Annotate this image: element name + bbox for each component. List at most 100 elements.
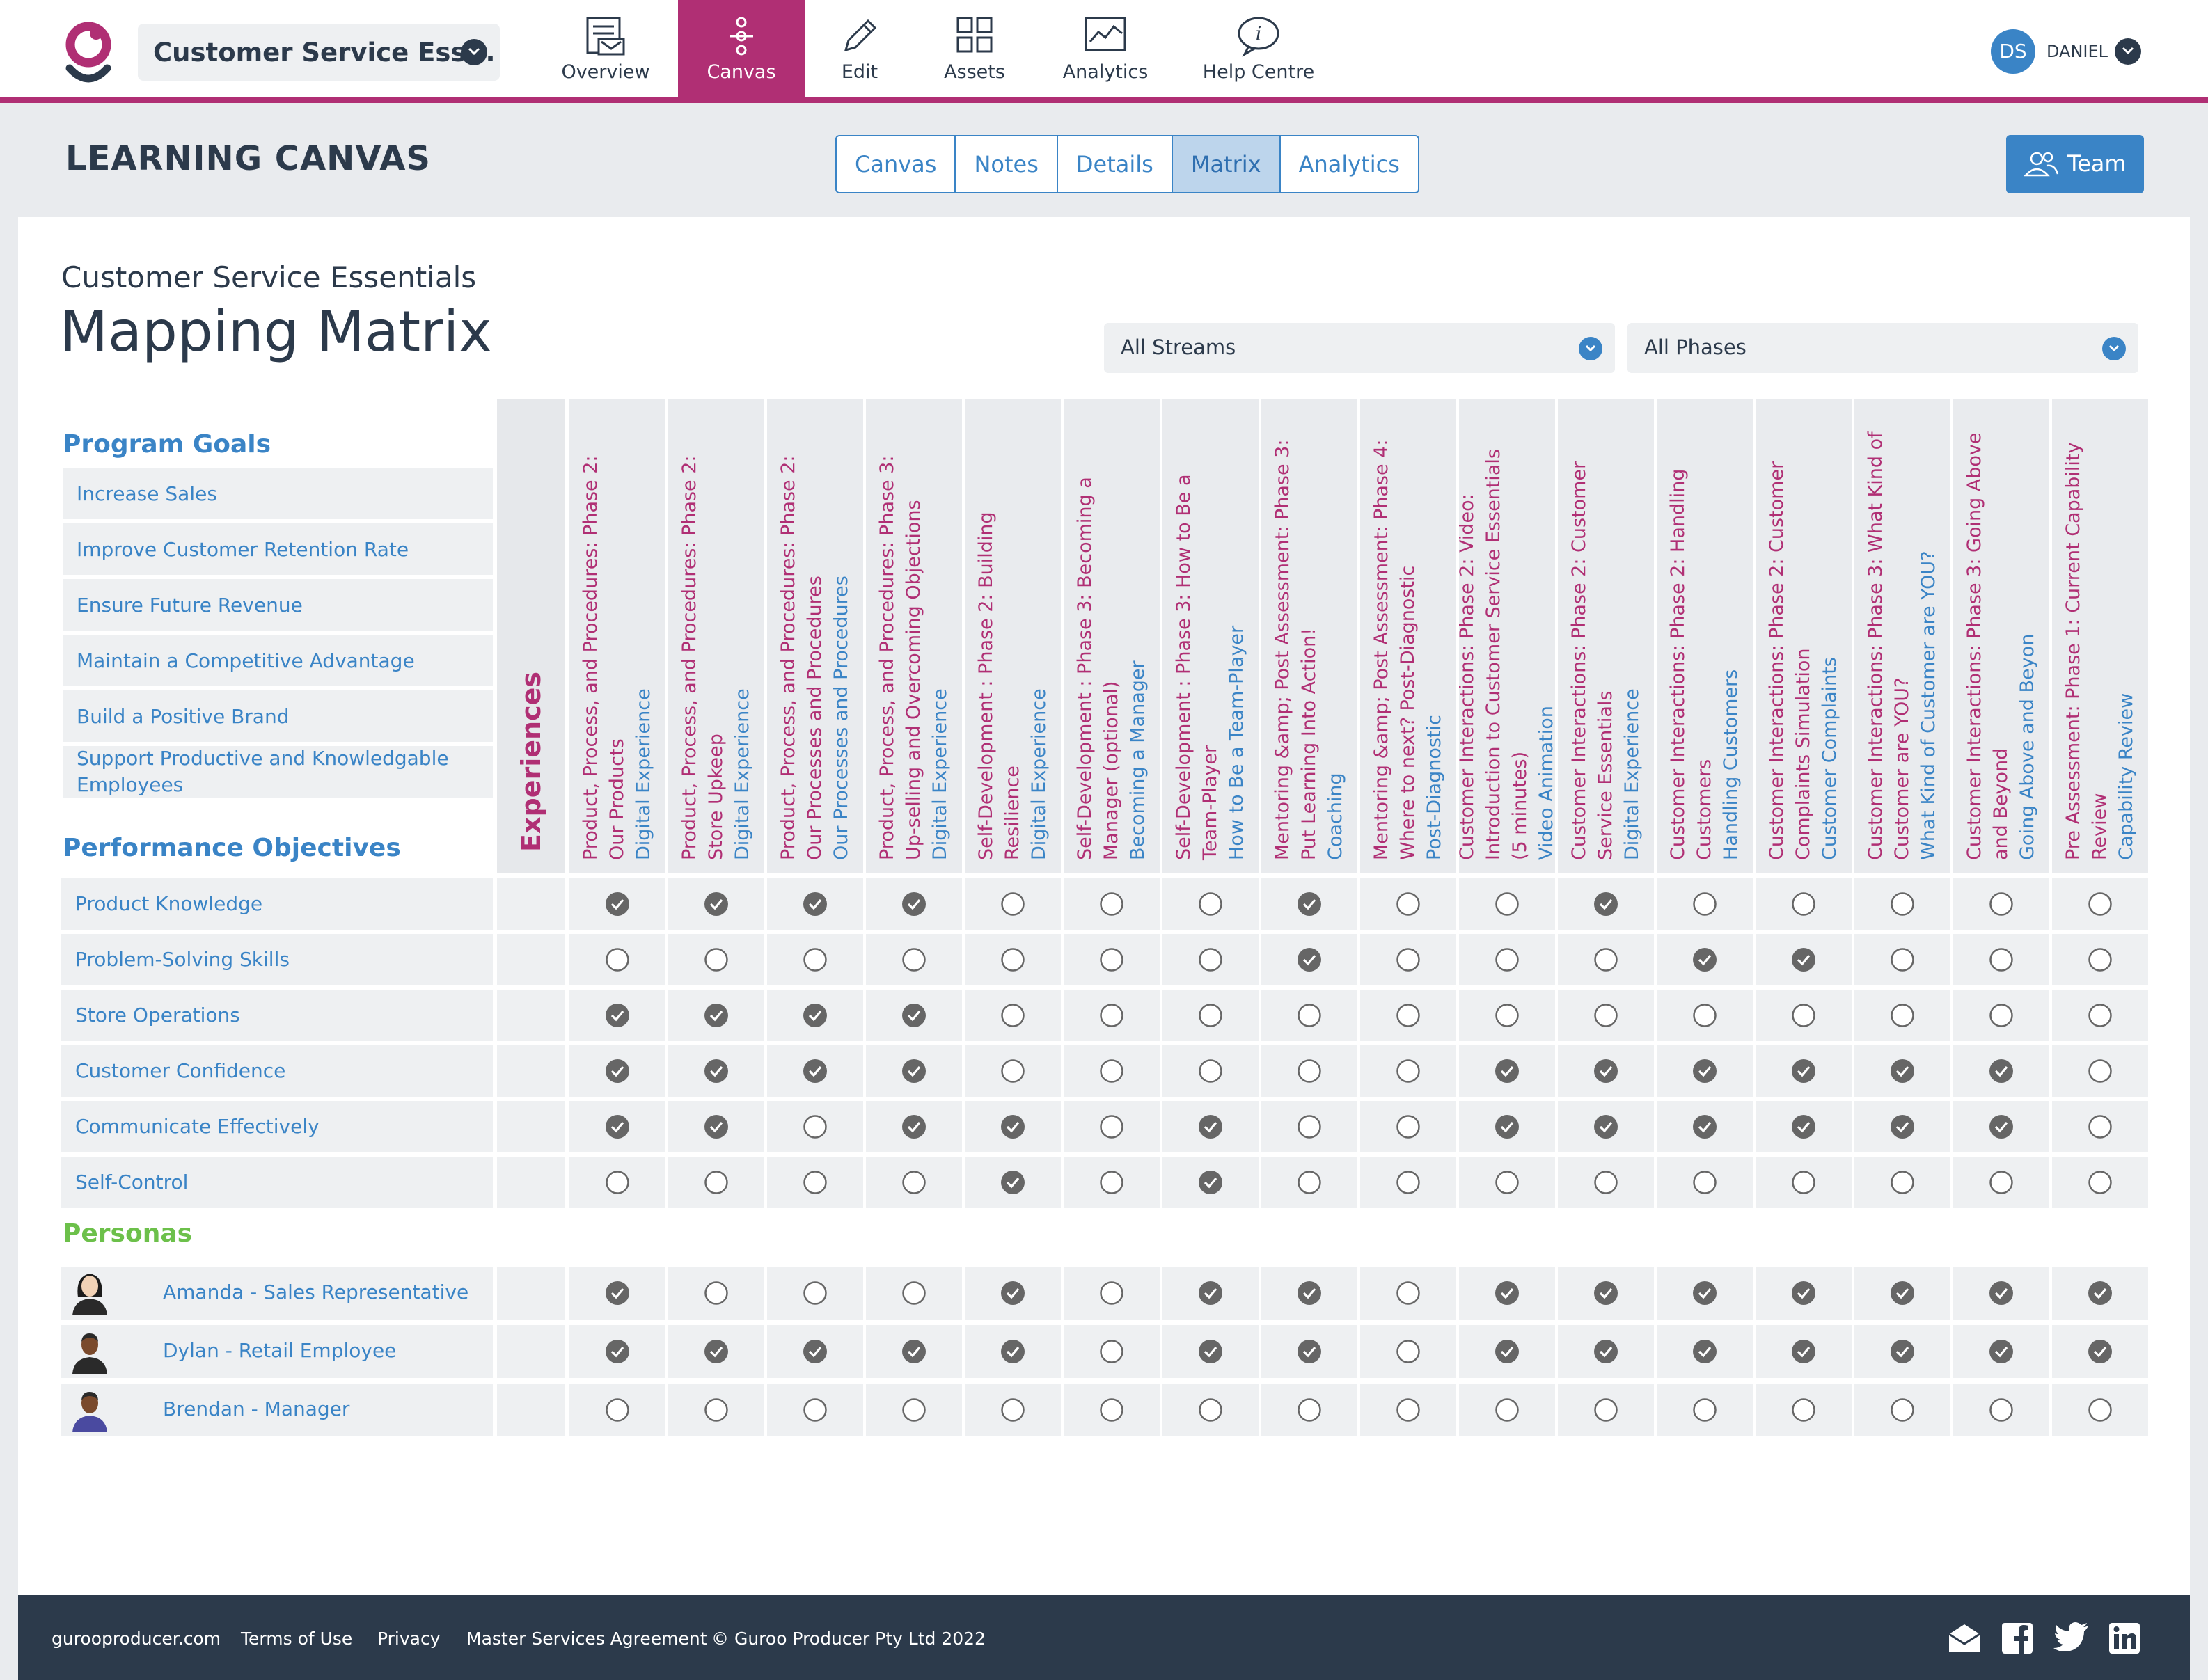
program-goal-item[interactable]: Improve Customer Retention Rate xyxy=(63,523,493,575)
unchecked-circle-icon[interactable] xyxy=(1064,1157,1160,1208)
unchecked-circle-icon[interactable] xyxy=(965,1045,1061,1097)
unchecked-circle-icon[interactable] xyxy=(1854,878,1950,930)
checked-circle-icon[interactable] xyxy=(767,1045,863,1097)
checked-circle-icon[interactable] xyxy=(1854,1101,1950,1152)
unchecked-circle-icon[interactable] xyxy=(1064,878,1160,930)
checked-circle-icon[interactable] xyxy=(569,1045,665,1097)
tab-matrix[interactable]: Matrix xyxy=(1172,136,1281,192)
checked-circle-icon[interactable] xyxy=(569,1267,665,1320)
unchecked-circle-icon[interactable] xyxy=(767,934,863,985)
checked-circle-icon[interactable] xyxy=(767,878,863,930)
objective-row-label[interactable]: Store Operations xyxy=(61,990,493,1041)
nav-edit[interactable]: Edit xyxy=(814,0,905,103)
checked-circle-icon[interactable] xyxy=(1854,1045,1950,1097)
twitter-icon[interactable] xyxy=(2053,1622,2090,1654)
experience-column-header[interactable]: Customer Interactions: Phase 3: Going Ab… xyxy=(1953,399,2049,873)
tab-analytics[interactable]: Analytics xyxy=(1298,151,1400,177)
checked-circle-icon[interactable] xyxy=(767,1325,863,1378)
unchecked-circle-icon[interactable] xyxy=(1854,990,1950,1041)
unchecked-circle-icon[interactable] xyxy=(2052,990,2148,1041)
unchecked-circle-icon[interactable] xyxy=(1558,1157,1654,1208)
experience-column-header[interactable]: Self-Development : Phase 3: Becoming a M… xyxy=(1064,399,1160,873)
unchecked-circle-icon[interactable] xyxy=(1558,1384,1654,1436)
checked-circle-icon[interactable] xyxy=(668,1045,764,1097)
checked-circle-icon[interactable] xyxy=(1953,1045,2049,1097)
experience-column-header[interactable]: Product, Process, and Procedures: Phase … xyxy=(767,399,863,873)
program-goal-item[interactable]: Ensure Future Revenue xyxy=(63,579,493,631)
unchecked-circle-icon[interactable] xyxy=(767,1101,863,1152)
checked-circle-icon[interactable] xyxy=(866,990,962,1041)
checked-circle-icon[interactable] xyxy=(866,878,962,930)
checked-circle-icon[interactable] xyxy=(1756,1045,1852,1097)
unchecked-circle-icon[interactable] xyxy=(1162,1384,1259,1436)
unchecked-circle-icon[interactable] xyxy=(1459,1157,1555,1208)
unchecked-circle-icon[interactable] xyxy=(1459,878,1555,930)
footer-link-privacy[interactable]: Privacy xyxy=(377,1629,441,1649)
unchecked-circle-icon[interactable] xyxy=(1064,934,1160,985)
checked-circle-icon[interactable] xyxy=(1459,1325,1555,1378)
checked-circle-icon[interactable] xyxy=(965,1325,1061,1378)
checked-circle-icon[interactable] xyxy=(965,1267,1061,1320)
unchecked-circle-icon[interactable] xyxy=(965,1384,1061,1436)
objective-row-label[interactable]: Customer Confidence xyxy=(61,1045,493,1097)
checked-circle-icon[interactable] xyxy=(866,1325,962,1378)
email-icon[interactable] xyxy=(1946,1622,1982,1654)
experience-column-header[interactable]: Mentoring &amp; Post Assessment: Phase 3… xyxy=(1261,399,1357,873)
checked-circle-icon[interactable] xyxy=(1261,1267,1357,1320)
unchecked-circle-icon[interactable] xyxy=(1064,1101,1160,1152)
checked-circle-icon[interactable] xyxy=(1162,1101,1259,1152)
checked-circle-icon[interactable] xyxy=(1953,1325,2049,1378)
checked-circle-icon[interactable] xyxy=(1558,1101,1654,1152)
unchecked-circle-icon[interactable] xyxy=(1854,1384,1950,1436)
unchecked-circle-icon[interactable] xyxy=(1064,1325,1160,1378)
unchecked-circle-icon[interactable] xyxy=(1261,1045,1357,1097)
checked-circle-icon[interactable] xyxy=(1953,1267,2049,1320)
unchecked-circle-icon[interactable] xyxy=(1261,990,1357,1041)
checked-circle-icon[interactable] xyxy=(1657,1267,1753,1320)
checked-circle-icon[interactable] xyxy=(569,990,665,1041)
phases-filter[interactable]: All Phases xyxy=(1627,323,2138,373)
objective-row-label[interactable]: Self-Control xyxy=(61,1157,493,1208)
unchecked-circle-icon[interactable] xyxy=(1162,934,1259,985)
unchecked-circle-icon[interactable] xyxy=(1360,934,1456,985)
checked-circle-icon[interactable] xyxy=(1657,1045,1753,1097)
checked-circle-icon[interactable] xyxy=(1459,1045,1555,1097)
unchecked-circle-icon[interactable] xyxy=(1953,934,2049,985)
unchecked-circle-icon[interactable] xyxy=(1261,1384,1357,1436)
unchecked-circle-icon[interactable] xyxy=(2052,1045,2148,1097)
checked-circle-icon[interactable] xyxy=(767,990,863,1041)
checked-circle-icon[interactable] xyxy=(668,1325,764,1378)
unchecked-circle-icon[interactable] xyxy=(668,1267,764,1320)
checked-circle-icon[interactable] xyxy=(569,1101,665,1152)
checked-circle-icon[interactable] xyxy=(668,1101,764,1152)
unchecked-circle-icon[interactable] xyxy=(1953,1157,2049,1208)
unchecked-circle-icon[interactable] xyxy=(569,1384,665,1436)
experience-column-header[interactable]: Customer Interactions: Phase 2: Video: I… xyxy=(1459,399,1555,873)
tab-notes[interactable]: Notes xyxy=(956,136,1058,192)
nav-analytics[interactable]: Analytics xyxy=(1044,0,1167,103)
unchecked-circle-icon[interactable] xyxy=(965,878,1061,930)
experience-column-header[interactable]: Customer Interactions: Phase 2: Handling… xyxy=(1657,399,1753,873)
checked-circle-icon[interactable] xyxy=(2052,1325,2148,1378)
unchecked-circle-icon[interactable] xyxy=(866,1157,962,1208)
footer-link-terms[interactable]: Terms of Use xyxy=(241,1629,353,1649)
footer-link-home[interactable]: gurooproducer.com xyxy=(52,1629,221,1649)
checked-circle-icon[interactable] xyxy=(668,990,764,1041)
checked-circle-icon[interactable] xyxy=(2052,1267,2148,1320)
checked-circle-icon[interactable] xyxy=(1756,1325,1852,1378)
unchecked-circle-icon[interactable] xyxy=(1064,1045,1160,1097)
checked-circle-icon[interactable] xyxy=(1558,1267,1654,1320)
facebook-icon[interactable] xyxy=(2001,1622,2034,1655)
unchecked-circle-icon[interactable] xyxy=(668,934,764,985)
program-goal-item[interactable]: Increase Sales xyxy=(63,468,493,519)
experience-column-header[interactable]: Product, Process, and Procedures: Phase … xyxy=(668,399,764,873)
unchecked-circle-icon[interactable] xyxy=(1459,934,1555,985)
checked-circle-icon[interactable] xyxy=(1657,934,1753,985)
experience-column-header[interactable]: Customer Interactions: Phase 2: Customer… xyxy=(1756,399,1852,873)
program-goal-item[interactable]: Maintain a Competitive Advantage xyxy=(63,635,493,686)
unchecked-circle-icon[interactable] xyxy=(1360,1101,1456,1152)
unchecked-circle-icon[interactable] xyxy=(965,990,1061,1041)
objective-row-label[interactable]: Problem-Solving Skills xyxy=(61,934,493,985)
checked-circle-icon[interactable] xyxy=(1657,1101,1753,1152)
streams-filter[interactable]: All Streams xyxy=(1104,323,1615,373)
